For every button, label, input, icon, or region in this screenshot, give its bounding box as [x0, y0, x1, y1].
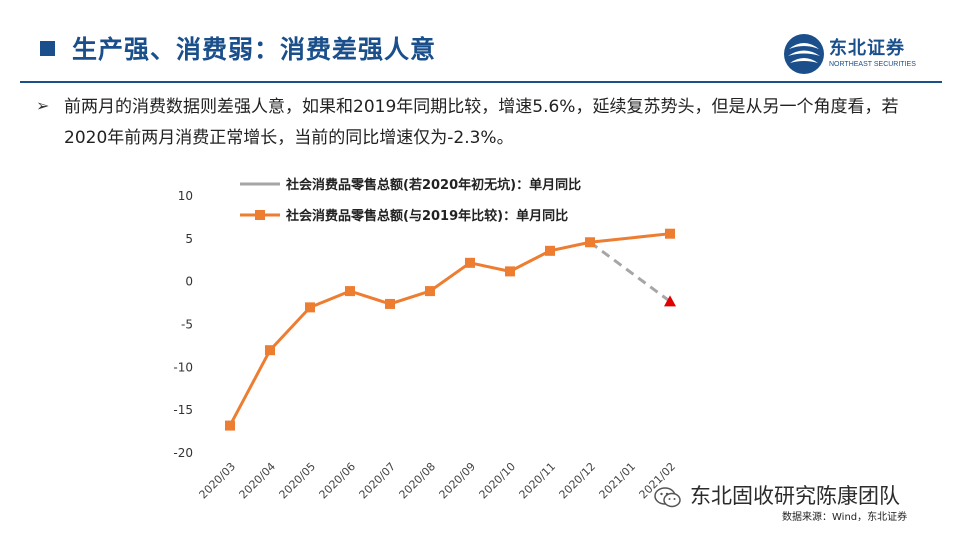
data-point-marker: [505, 266, 515, 277]
y-tick-label: 5: [185, 232, 193, 246]
x-tick-label: 2020/06: [317, 460, 359, 502]
company-logo: 东北证券 NORTHEAST SECURITIES: [783, 30, 943, 78]
legend-label: 社会消费品零售总额(若2020年初无坑)：单月同比: [285, 177, 581, 193]
x-tick-label: 2020/10: [477, 460, 519, 502]
highlight-triangle-marker: [664, 295, 676, 307]
series-line-actual: [228, 232, 671, 427]
data-point-marker: [265, 345, 275, 356]
data-point-marker: [305, 302, 315, 313]
x-tick-label: 2020/12: [557, 460, 599, 502]
x-tick-label: 2020/08: [397, 460, 439, 502]
logo-subtitle: NORTHEAST SECURITIES: [829, 61, 916, 68]
watermark-text: 东北固收研究陈康团队: [690, 484, 900, 508]
data-point-marker: [665, 228, 675, 239]
y-tick-label: -5: [181, 318, 193, 332]
wechat-icon: [654, 487, 682, 509]
data-point-marker: [465, 257, 475, 268]
x-tick-label: 2020/11: [517, 460, 559, 502]
data-point-marker: [225, 420, 235, 431]
header-bar: 生产强、消费弱：消费差强人意 东北证券 NORTHEAST SECURITIES: [0, 0, 962, 84]
y-tick-label: -20: [173, 446, 193, 460]
data-point-marker: [545, 245, 555, 256]
data-point-marker: [585, 237, 595, 248]
x-tick-label: 2020/07: [357, 460, 399, 502]
legend-label: 社会消费品零售总额(与2019年比较)：单月同比: [285, 208, 568, 224]
title-bullet-square: [40, 41, 55, 56]
page-title: 生产强、消费弱：消费差强人意: [72, 35, 437, 64]
data-point-marker: [345, 286, 355, 297]
y-tick-label: -10: [173, 360, 193, 374]
legend-swatch-marker: [255, 210, 265, 220]
series-line-projected: [589, 241, 671, 303]
y-tick-label: 10: [178, 189, 193, 203]
x-tick-label: 2020/03: [197, 460, 239, 502]
y-tick-label: -15: [173, 403, 193, 417]
logo-emblem-icon: [784, 34, 824, 74]
data-source-note: 数据来源：Wind，东北证券: [782, 512, 908, 523]
logo-name: 东北证券: [829, 38, 905, 59]
x-tick-label: 2020/09: [437, 460, 479, 502]
data-point-marker: [385, 298, 395, 309]
bullet-arrow-icon: ➢: [36, 96, 50, 115]
title-divider: [20, 81, 942, 83]
data-point-marker: [425, 286, 435, 297]
line-chart: 1050-5-10-15-202020/032020/042020/052020…: [173, 177, 678, 502]
x-tick-label: 2021/01: [597, 460, 639, 502]
bullet-text: 前两月的消费数据则差强人意，如果和2019年同期比较，增速5.6%，延续复苏势头…: [64, 97, 899, 148]
x-tick-label: 2020/04: [237, 460, 279, 502]
x-tick-label: 2020/05: [277, 460, 319, 502]
y-tick-label: 0: [185, 275, 193, 289]
